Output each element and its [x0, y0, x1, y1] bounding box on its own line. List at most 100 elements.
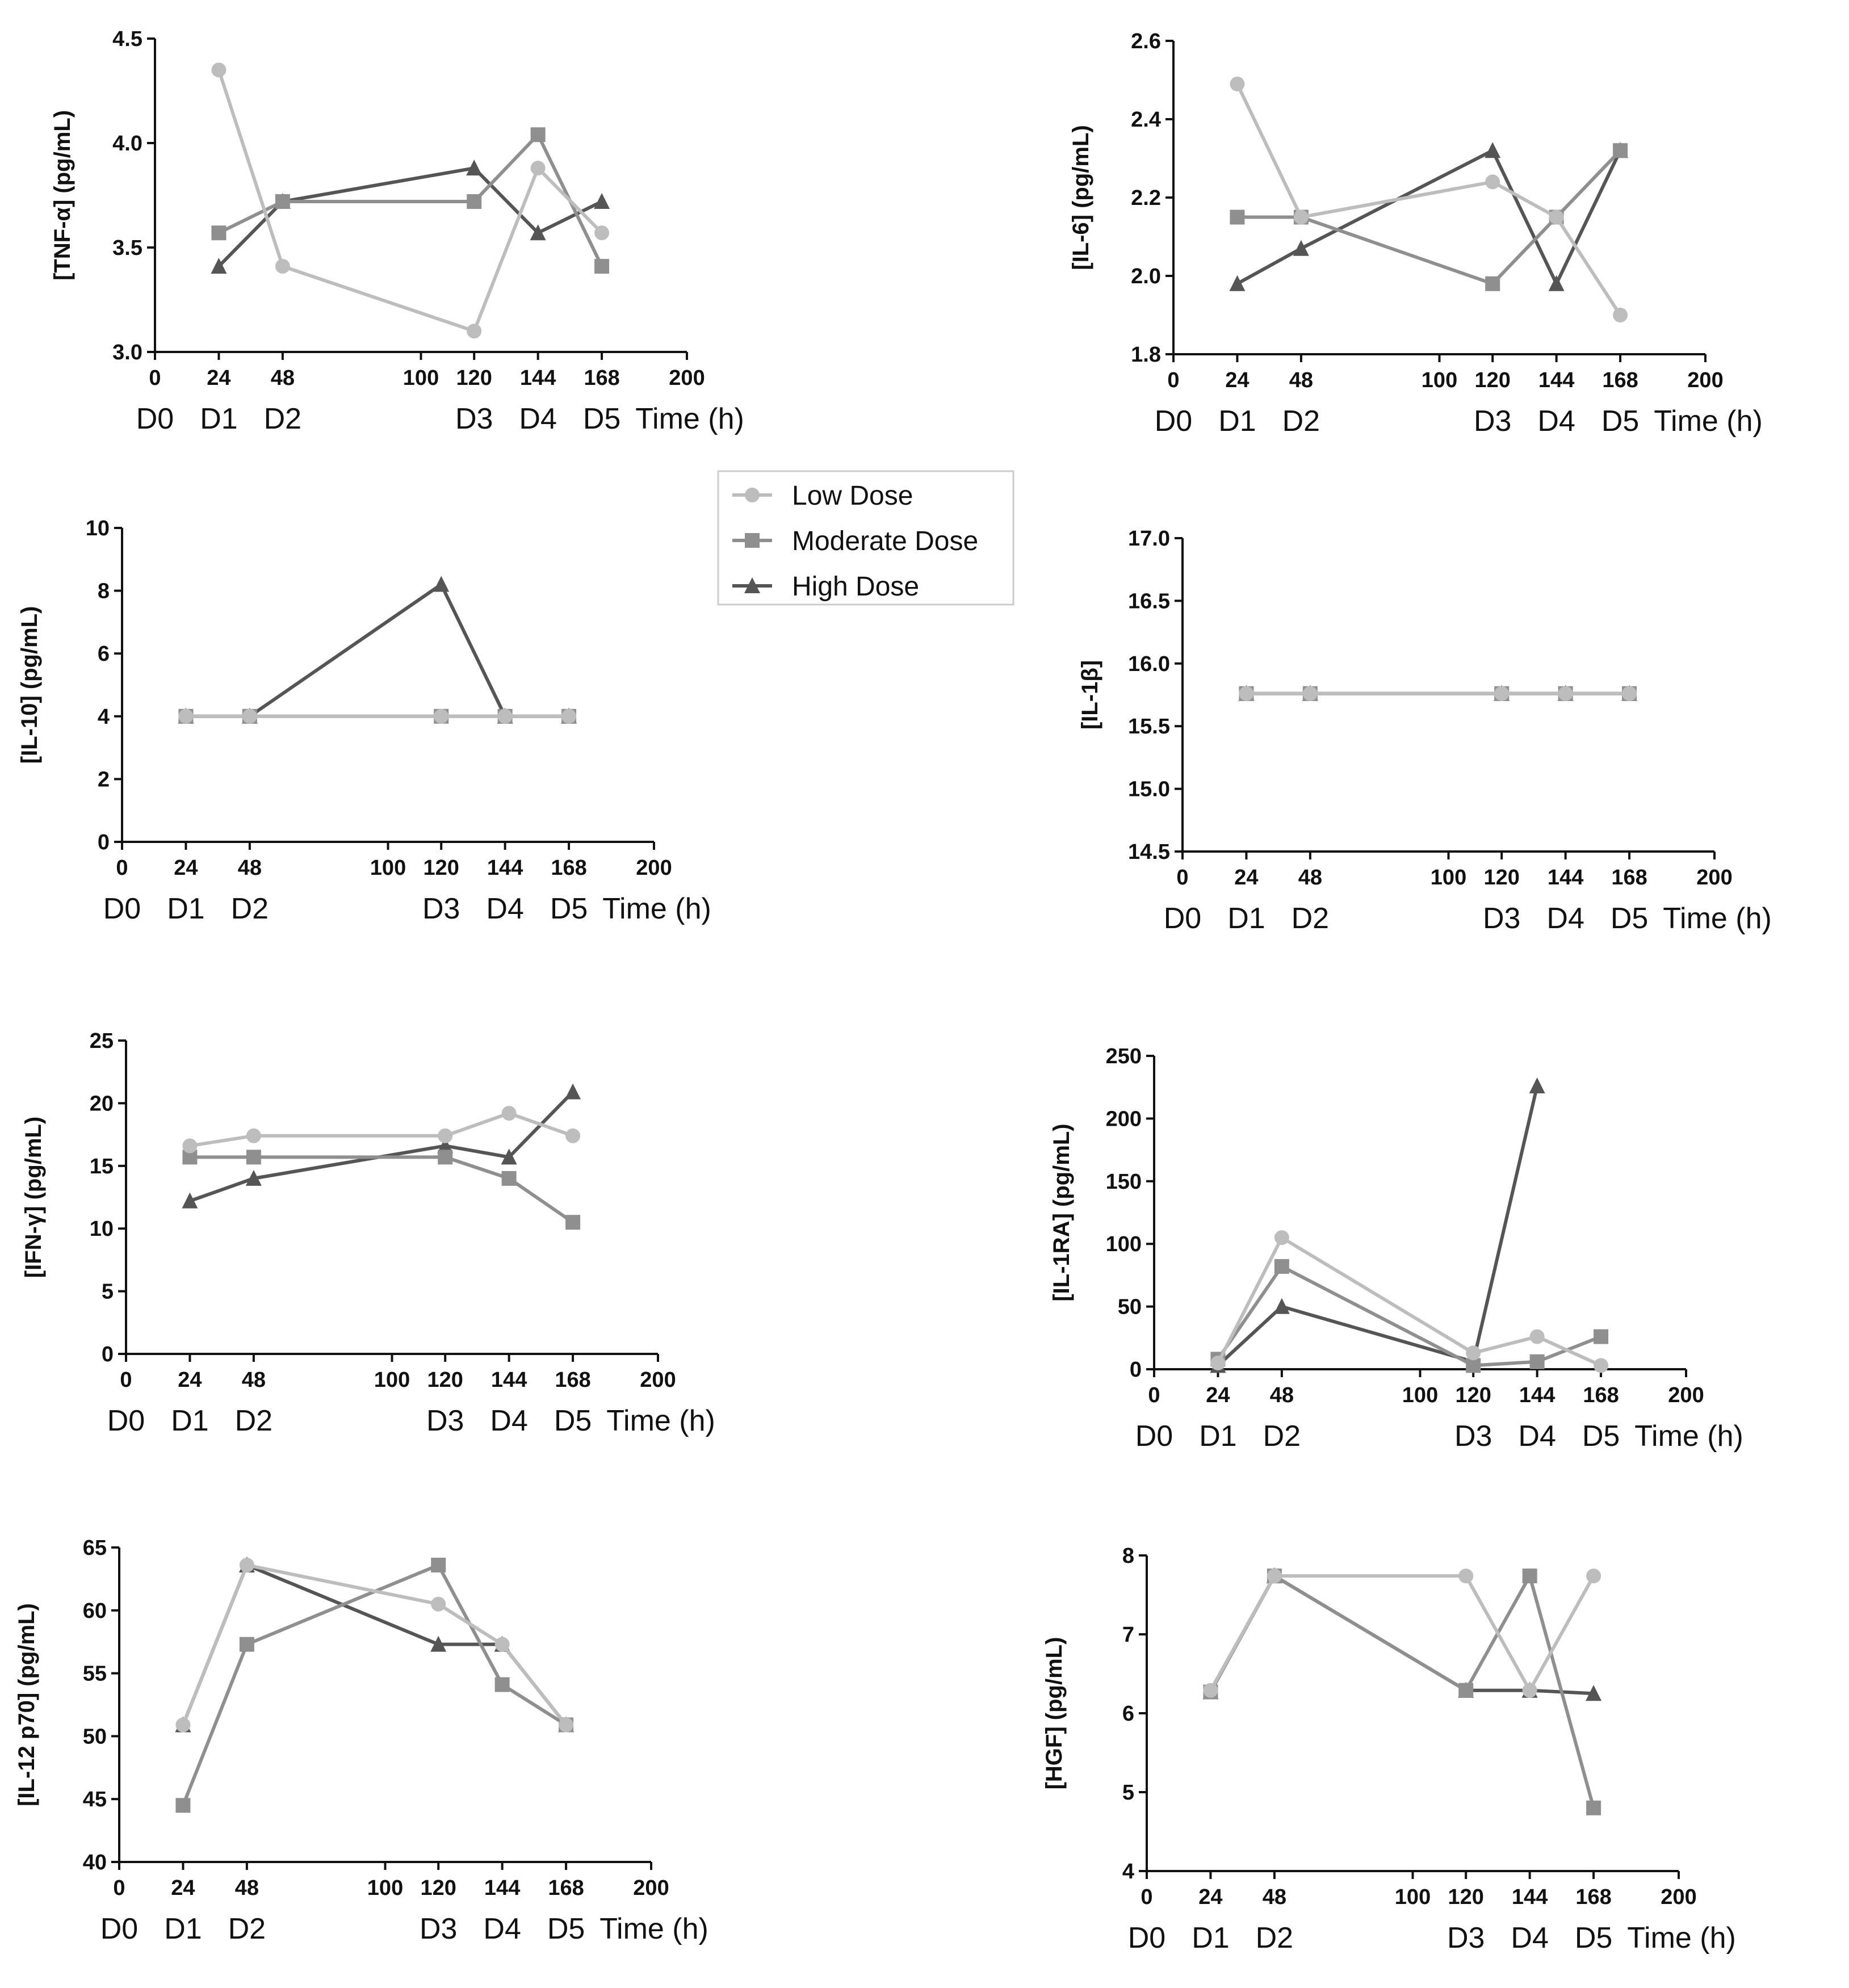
legend-marker	[745, 488, 760, 502]
data-point	[565, 1083, 581, 1100]
y-tick-label: 2.2	[1131, 186, 1161, 210]
y-tick-label: 55	[83, 1662, 107, 1686]
legend-label: Moderate Dose	[792, 526, 978, 556]
x-tick-label: 168	[1602, 368, 1638, 392]
series-line	[186, 582, 569, 718]
x-axis-title: Time (h)	[1663, 902, 1772, 935]
data-point	[1458, 1568, 1474, 1584]
y-tick-label: 150	[1106, 1170, 1142, 1194]
day-label: D1	[1218, 405, 1256, 438]
x-tick-label: 48	[238, 856, 262, 880]
day-label: D3	[455, 402, 493, 435]
y-tick-label: 8	[98, 580, 110, 603]
y-tick-label: 200	[1106, 1107, 1142, 1131]
series-line	[1217, 1085, 1539, 1367]
y-tick-label: 0	[102, 1343, 114, 1366]
day-label: D2	[264, 402, 301, 435]
x-tick-label: 48	[1270, 1383, 1294, 1407]
x-tick-label: 24	[1206, 1383, 1230, 1407]
y-tick-label: 8	[1122, 1544, 1134, 1568]
data-point	[1549, 209, 1564, 225]
data-point	[530, 127, 546, 142]
x-tick-label: 24	[1225, 368, 1249, 392]
data-point	[239, 1637, 254, 1652]
y-tick-label: 50	[1118, 1295, 1142, 1319]
y-axis-title: [IFN-γ] (pg/mL)	[21, 1117, 46, 1278]
y-tick-label: 16.0	[1128, 652, 1170, 676]
day-label: D4	[490, 1404, 527, 1437]
data-point	[182, 1138, 198, 1154]
x-tick-label: 0	[116, 856, 128, 880]
y-tick-label: 0	[1130, 1358, 1142, 1382]
y-tick-label: 3.0	[112, 341, 142, 364]
data-point	[211, 225, 227, 241]
chart-ifng: 0 5 10 15 20 25 0 24 48 100 120 144 168 200 D0 D1 D2 D3 D4…	[21, 1029, 715, 1437]
x-tick-label: 100	[1422, 368, 1457, 392]
data-point	[594, 193, 610, 209]
y-axis-title: [IL-1β]	[1077, 660, 1102, 729]
x-tick-label: 0	[1148, 1383, 1160, 1407]
x-tick-label: 100	[367, 1876, 403, 1900]
y-axis-title: [TNF-α] (pg/mL)	[50, 110, 75, 280]
data-point	[1230, 76, 1245, 91]
data-point	[1586, 1800, 1601, 1815]
x-axis-title: Time (h)	[606, 1404, 715, 1437]
legend-item-moderate-dose: Moderate Dose	[732, 526, 978, 556]
data-point	[1239, 686, 1254, 701]
data-point	[437, 1137, 454, 1154]
x-tick-label: 168	[1575, 1885, 1611, 1909]
data-point	[1274, 1259, 1289, 1274]
x-axis-title: Time (h)	[1654, 405, 1763, 438]
day-label: D4	[483, 1912, 521, 1945]
day-label: D0	[103, 892, 141, 925]
data-point	[1494, 686, 1510, 701]
data-point	[211, 62, 227, 78]
day-label: D1	[1192, 1922, 1229, 1955]
data-point	[433, 576, 450, 592]
data-point	[1274, 1230, 1289, 1245]
x-tick-label: 200	[1661, 1885, 1696, 1909]
data-point	[1522, 1568, 1537, 1584]
y-tick-label: 1.8	[1131, 343, 1161, 367]
y-tick-label: 4	[98, 705, 110, 729]
day-label: D0	[100, 1912, 138, 1945]
x-tick-label: 24	[171, 1876, 195, 1900]
data-point	[1485, 142, 1501, 158]
x-tick-label: 144	[487, 856, 523, 880]
x-tick-label: 48	[242, 1368, 266, 1392]
data-point	[438, 1128, 453, 1143]
data-point	[1485, 174, 1500, 190]
data-point	[242, 708, 257, 724]
data-point	[1613, 143, 1628, 158]
series-moderate-dose	[175, 1558, 574, 1813]
series-low-dose	[1230, 76, 1628, 322]
data-point	[245, 1169, 262, 1186]
y-tick-label: 20	[90, 1092, 114, 1115]
y-axis-title: [IL-10] (pg/mL)	[17, 606, 42, 764]
day-label: D3	[422, 892, 460, 925]
data-point	[1529, 1329, 1545, 1344]
day-label: D2	[1256, 1922, 1293, 1955]
data-point	[594, 259, 610, 274]
x-tick-label: 200	[669, 366, 705, 390]
legend-item-low-dose: Low Dose	[732, 481, 913, 511]
day-label: D5	[1611, 902, 1648, 935]
data-point	[1458, 1683, 1474, 1698]
data-point	[466, 160, 483, 176]
day-label: D1	[1199, 1420, 1236, 1453]
day-label: D2	[228, 1912, 266, 1945]
y-tick-label: 40	[83, 1851, 107, 1874]
x-axis-title: Time (h)	[599, 1912, 708, 1945]
day-label: D1	[200, 402, 237, 435]
day-label: D0	[1135, 1420, 1173, 1453]
data-point	[497, 708, 513, 724]
x-tick-label: 120	[1483, 866, 1519, 890]
data-point	[594, 225, 610, 241]
series-high-dose	[1202, 1567, 1602, 1701]
series-low-dose	[1203, 1568, 1601, 1698]
y-tick-label: 250	[1106, 1045, 1142, 1068]
data-point	[494, 1677, 510, 1692]
data-point	[211, 258, 227, 274]
x-tick-label: 100	[1431, 866, 1466, 890]
x-tick-label: 24	[207, 366, 230, 390]
